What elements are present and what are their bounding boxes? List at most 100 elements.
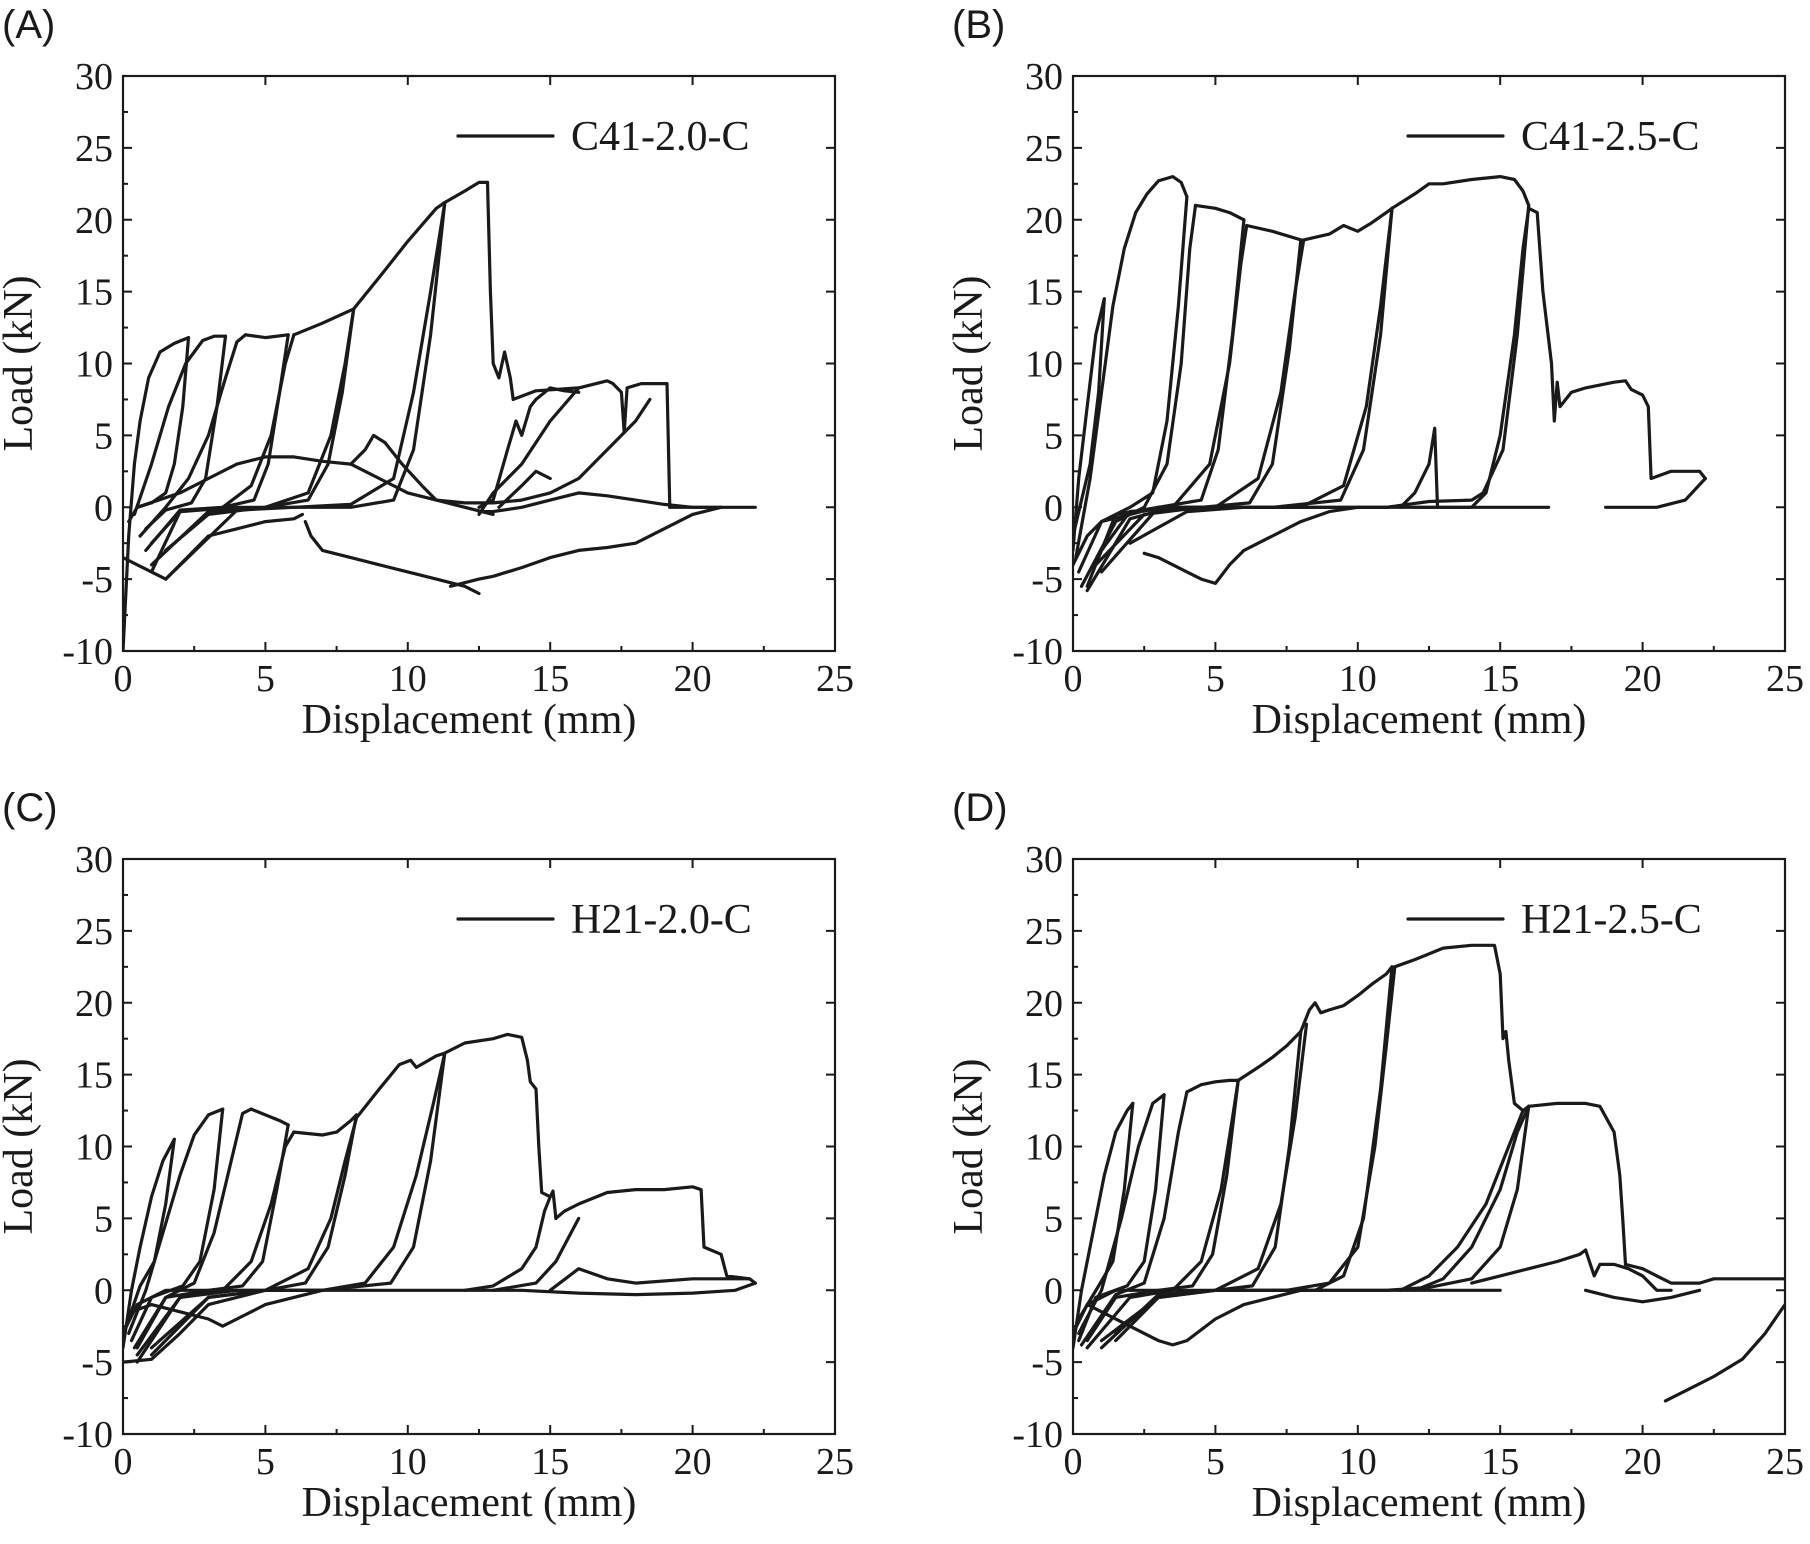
panel-b-x-tick-label: 20 bbox=[1624, 658, 1662, 700]
panel-a: (A) 0 5 10 15 20 25 -10 -5 0 5 10 15 20 25 30 Displaceme… bbox=[0, 3, 854, 743]
panel-a-series-line bbox=[352, 200, 447, 311]
panel-c-series-line bbox=[123, 1137, 176, 1350]
panel-a-x-tick-label: 0 bbox=[114, 658, 133, 700]
panel-d-series-line bbox=[1073, 1288, 1502, 1335]
panel-a-series-line bbox=[164, 307, 356, 552]
panel-c-series-line bbox=[292, 1113, 359, 1137]
panel-b-y-tick-label: 10 bbox=[1025, 344, 1063, 386]
panel-a-series-line bbox=[138, 333, 248, 538]
panel-d-y-tick-label: 30 bbox=[1025, 839, 1063, 881]
panel-d-series-line bbox=[1398, 1109, 1525, 1292]
panel-a-series-line bbox=[477, 386, 581, 509]
panel-d: (D) 0 5 10 15 20 25 -10 -5 0 5 10 15 20 25 30 Displaceme… bbox=[946, 786, 1804, 1526]
panel-d-y-tick-label: -10 bbox=[1012, 1414, 1063, 1456]
panel-d-series-line bbox=[1085, 1288, 1303, 1347]
panel-a-y-axis-title: Load (kN) bbox=[0, 275, 42, 451]
panel-b-series-line bbox=[1077, 195, 1189, 574]
panel-d-x-tick-label: 15 bbox=[1481, 1441, 1519, 1483]
panel-b-series-line bbox=[1193, 203, 1246, 222]
panel-b-series-line bbox=[1128, 206, 1394, 545]
panel-d-label: (D) bbox=[952, 786, 1008, 830]
panel-c-label: (C) bbox=[2, 786, 58, 830]
panel-a-series-line bbox=[349, 433, 495, 516]
panel-c-series-line bbox=[463, 1195, 552, 1292]
panel-c-series-line bbox=[354, 1051, 447, 1120]
panel-d-series-line bbox=[1099, 1022, 1309, 1350]
panel-d-series-line bbox=[1299, 965, 1394, 1034]
panel-a-y-tick-label: 0 bbox=[94, 487, 113, 529]
panel-a-series-line bbox=[135, 397, 652, 509]
panel-a-series-line bbox=[443, 180, 490, 205]
panel-b-y-tick-label: 30 bbox=[1025, 56, 1063, 98]
panel-d-series-line bbox=[1584, 1288, 1702, 1304]
panel-a-series-line bbox=[477, 491, 723, 514]
panel-d-x-tick-label: 5 bbox=[1206, 1441, 1225, 1483]
panel-d-x-tick-label: 10 bbox=[1339, 1441, 1377, 1483]
panel-c-y-tick-label: 25 bbox=[75, 911, 113, 953]
panel-d-series-line bbox=[1085, 1078, 1240, 1350]
panel-b-series-line bbox=[1604, 476, 1707, 509]
panel-a-x-tick-label: 25 bbox=[816, 658, 854, 700]
panel-c-x-tick-label: 10 bbox=[389, 1441, 427, 1483]
panel-b-series-line bbox=[1073, 505, 1551, 567]
panel-d-legend-label: H21-2.5-C bbox=[1521, 897, 1702, 943]
panel-a-y-tick-label: 25 bbox=[75, 128, 113, 170]
panel-b-y-tick-label: -10 bbox=[1012, 631, 1063, 673]
panel-b-series-line bbox=[1245, 223, 1303, 242]
panel-b-label: (B) bbox=[952, 3, 1005, 47]
panel-d-x-tick-label: 0 bbox=[1064, 1441, 1083, 1483]
panel-a-series-line bbox=[497, 469, 552, 509]
panel-b-series-line bbox=[1073, 297, 1106, 538]
panel-b-series-line bbox=[1079, 203, 1198, 588]
panel-c-x-tick-label: 20 bbox=[674, 1441, 712, 1483]
panel-d-plot-frame bbox=[1071, 857, 1787, 1436]
panel-b-y-tick-label: -5 bbox=[1031, 559, 1063, 601]
panel-a-y-tick-label: 30 bbox=[75, 56, 113, 98]
panel-d-y-tick-label: 0 bbox=[1044, 1270, 1063, 1312]
panel-c-plot-frame bbox=[121, 857, 837, 1436]
panel-c-x-tick-label: 0 bbox=[114, 1441, 133, 1483]
panel-a-y-tick-label: 20 bbox=[75, 200, 113, 242]
panel-b-y-tick-label: 5 bbox=[1044, 415, 1063, 457]
panel-a-series-line bbox=[132, 334, 228, 516]
panel-c-y-tick-label: 5 bbox=[94, 1198, 113, 1240]
panel-b-y-axis-title: Load (kN) bbox=[946, 275, 992, 451]
panel-c-series-line bbox=[554, 1185, 757, 1285]
panel-b: (B) 0 5 10 15 20 25 -10 -5 0 5 10 15 20 25 30 Displaceme… bbox=[946, 3, 1804, 743]
panel-d-y-tick-label: -5 bbox=[1031, 1342, 1063, 1384]
panel-d-series-line bbox=[1527, 1101, 1628, 1266]
panel-b-y-tick-label: 15 bbox=[1025, 272, 1063, 314]
panel-c-y-tick-label: 30 bbox=[75, 839, 113, 881]
panel-c-series-line bbox=[129, 1288, 324, 1328]
panel-a-legend-label: C41-2.0-C bbox=[571, 114, 750, 160]
panel-d-y-tick-label: 15 bbox=[1025, 1055, 1063, 1097]
panel-c-x-tick-label: 25 bbox=[816, 1441, 854, 1483]
panel-b-series-line bbox=[1134, 175, 1189, 215]
panel-d-series-line bbox=[1663, 1303, 1785, 1403]
panel-b-curves bbox=[1073, 175, 1707, 593]
panel-a-series-line bbox=[243, 333, 290, 340]
panel-c-series-line bbox=[135, 1051, 447, 1364]
panel-c-y-tick-label: -5 bbox=[81, 1342, 113, 1384]
panel-d-series-line bbox=[1073, 1101, 1135, 1350]
panel-b-series-line bbox=[1413, 206, 1531, 509]
panel-b-x-tick-label: 0 bbox=[1064, 658, 1083, 700]
panel-b-series-line bbox=[1527, 206, 1707, 481]
panel-c-y-tick-label: 15 bbox=[75, 1055, 113, 1097]
panel-d-series-line bbox=[1185, 1078, 1240, 1094]
panel-a-series-line bbox=[448, 505, 723, 588]
panel-d-y-tick-label: 10 bbox=[1025, 1127, 1063, 1169]
panel-a-y-tick-label: -5 bbox=[81, 559, 113, 601]
panel-d-series-line bbox=[1236, 1029, 1303, 1082]
panel-a-label: (A) bbox=[2, 3, 55, 47]
panel-b-x-tick-label: 5 bbox=[1206, 658, 1225, 700]
panel-c-series-line bbox=[491, 1216, 581, 1292]
panel-c-series-line bbox=[249, 1107, 290, 1127]
panel-a-y-tick-label: -10 bbox=[62, 631, 113, 673]
panel-d-series-line bbox=[1413, 1104, 1531, 1292]
panel-c-y-tick-label: 0 bbox=[94, 1270, 113, 1312]
panel-b-x-tick-label: 25 bbox=[1766, 658, 1804, 700]
panel-b-y-tick-label: 25 bbox=[1025, 128, 1063, 170]
panel-b-legend-label: C41-2.5-C bbox=[1521, 114, 1700, 160]
panel-a-series-line bbox=[485, 180, 515, 401]
